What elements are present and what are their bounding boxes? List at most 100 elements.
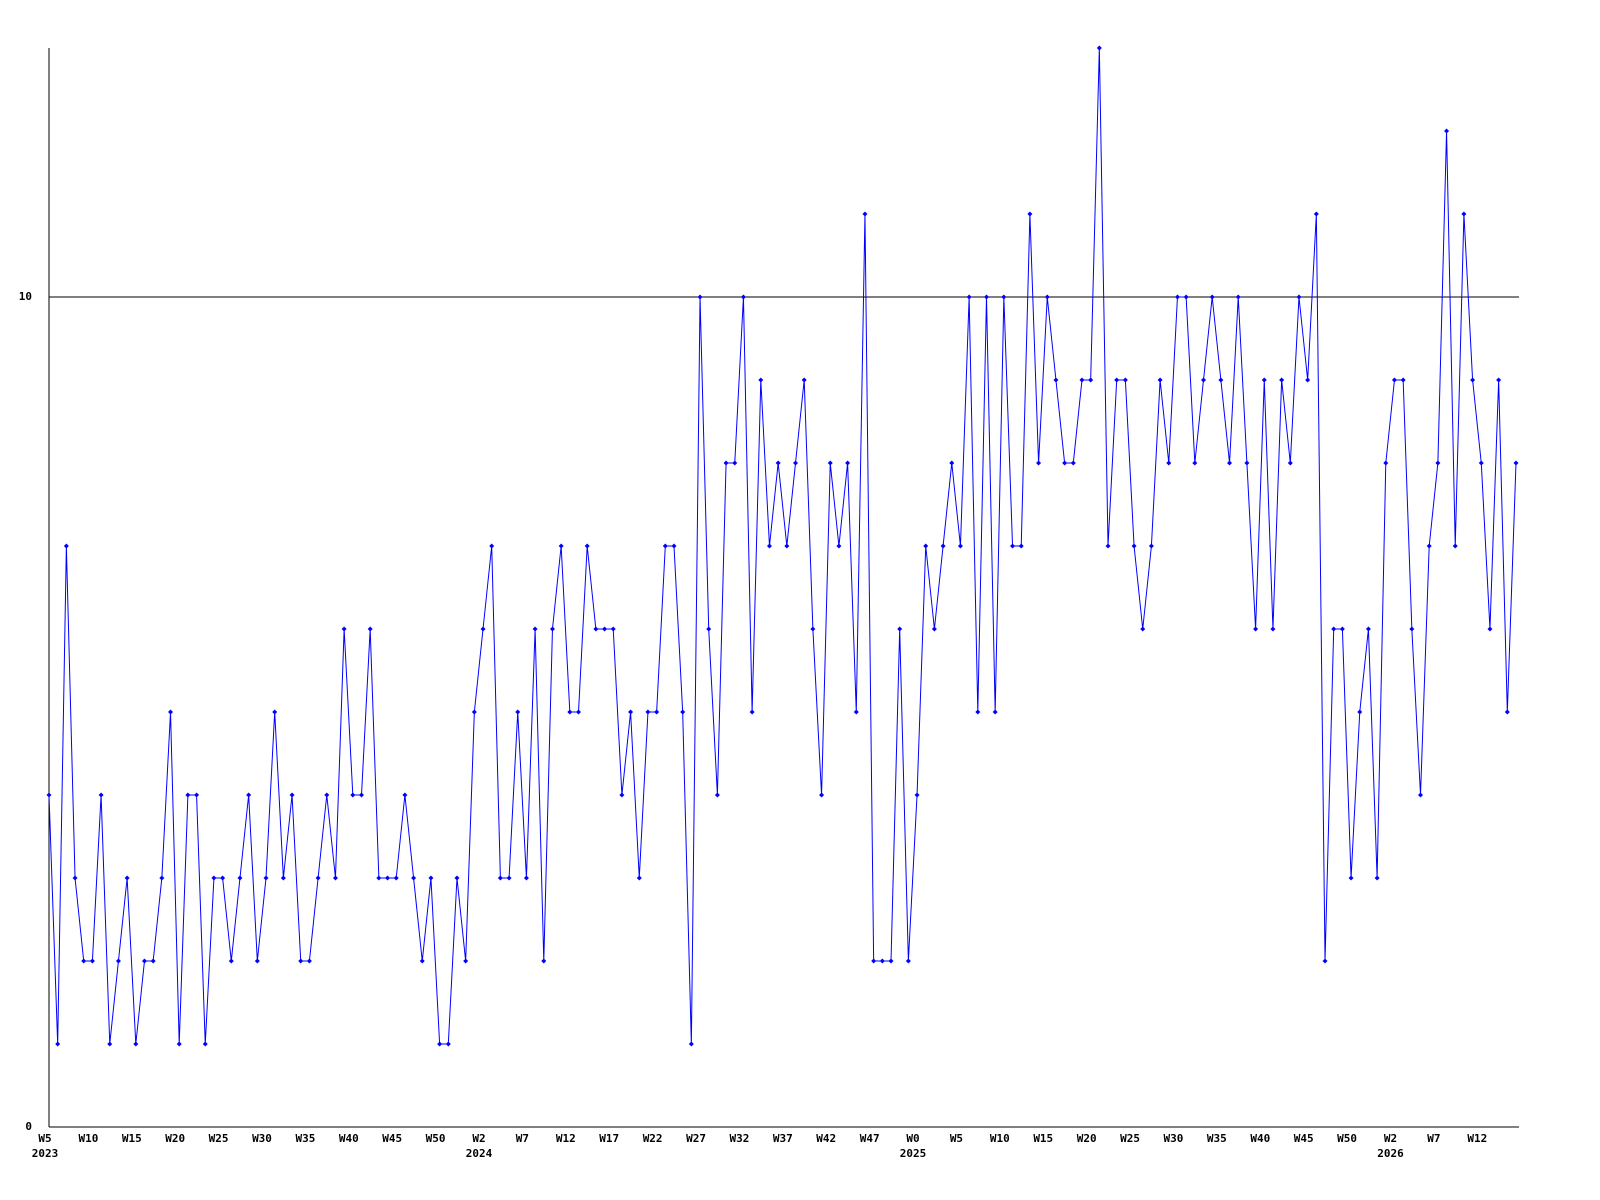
- x-tick-label: W45: [1294, 1132, 1314, 1145]
- data-point: [723, 460, 729, 466]
- data-point: [1131, 543, 1137, 549]
- data-point: [602, 626, 608, 632]
- data-point: [402, 792, 408, 798]
- data-point: [845, 460, 851, 466]
- data-point: [280, 875, 286, 881]
- data-point: [246, 792, 252, 798]
- x-tick-label: W5: [950, 1132, 963, 1145]
- data-point: [124, 875, 130, 881]
- x-tick-label: W20: [1077, 1132, 1097, 1145]
- data-point: [862, 211, 868, 217]
- x-tick-label: W7: [516, 1132, 529, 1145]
- data-point: [1253, 626, 1259, 632]
- data-point: [211, 875, 217, 881]
- data-point: [706, 626, 712, 632]
- data-point: [315, 875, 321, 881]
- data-point: [1209, 294, 1215, 300]
- data-point: [836, 543, 842, 549]
- data-point: [532, 626, 538, 632]
- data-point: [202, 1041, 208, 1047]
- data-point: [1374, 875, 1380, 881]
- data-point: [1235, 294, 1241, 300]
- data-point: [671, 543, 677, 549]
- x-tick-label: W17: [599, 1132, 619, 1145]
- x-tick-label: W45: [382, 1132, 402, 1145]
- x-tick-label: W7: [1427, 1132, 1440, 1145]
- data-point: [480, 626, 486, 632]
- data-point: [1157, 377, 1163, 383]
- data-point: [732, 460, 738, 466]
- data-point: [1053, 377, 1059, 383]
- data-point: [254, 958, 260, 964]
- data-point: [1418, 792, 1424, 798]
- data-point: [871, 958, 877, 964]
- data-point: [98, 792, 104, 798]
- data-point: [541, 958, 547, 964]
- data-point: [853, 709, 859, 715]
- data-point: [714, 792, 720, 798]
- data-point: [636, 875, 642, 881]
- data-point: [1444, 128, 1450, 134]
- data-point: [897, 626, 903, 632]
- data-point: [46, 792, 52, 798]
- data-point: [905, 958, 911, 964]
- data-point: [576, 709, 582, 715]
- data-point: [1062, 460, 1068, 466]
- data-point: [1513, 460, 1519, 466]
- x-tick-label: W30: [1164, 1132, 1184, 1145]
- data-point: [1174, 294, 1180, 300]
- data-point: [775, 460, 781, 466]
- x-tick-label: W20: [165, 1132, 185, 1145]
- data-point: [1114, 377, 1120, 383]
- data-point: [1201, 377, 1207, 383]
- data-point: [1400, 377, 1406, 383]
- data-point: [454, 875, 460, 881]
- x-tick-label: W10: [78, 1132, 98, 1145]
- data-point: [419, 958, 425, 964]
- data-point: [185, 792, 191, 798]
- data-point: [1313, 211, 1319, 217]
- data-point: [1070, 460, 1076, 466]
- data-point: [471, 709, 477, 715]
- data-point: [1305, 377, 1311, 383]
- x-year-label: 2026: [1377, 1147, 1404, 1160]
- data-point: [1391, 377, 1397, 383]
- data-point: [150, 958, 156, 964]
- data-point: [1079, 377, 1085, 383]
- x-tick-label: W40: [1250, 1132, 1270, 1145]
- data-point: [558, 543, 564, 549]
- data-point: [940, 543, 946, 549]
- data-point: [1409, 626, 1415, 632]
- data-point: [489, 543, 495, 549]
- data-point: [445, 1041, 451, 1047]
- data-point: [1435, 460, 1441, 466]
- data-point: [619, 792, 625, 798]
- data-point: [523, 875, 529, 881]
- data-point: [411, 875, 417, 881]
- data-point: [272, 709, 278, 715]
- x-tick-label: W22: [643, 1132, 663, 1145]
- x-tick-label: W25: [1120, 1132, 1140, 1145]
- data-point: [168, 709, 174, 715]
- data-point: [1296, 294, 1302, 300]
- x-year-label: 2024: [466, 1147, 493, 1160]
- data-point: [1322, 958, 1328, 964]
- x-tick-label: W40: [339, 1132, 359, 1145]
- data-point: [697, 294, 703, 300]
- data-point: [662, 543, 668, 549]
- data-point: [1287, 460, 1293, 466]
- data-point: [593, 626, 599, 632]
- data-point: [888, 958, 894, 964]
- data-point: [983, 294, 989, 300]
- data-point: [654, 709, 660, 715]
- data-point: [1148, 543, 1154, 549]
- data-point: [680, 709, 686, 715]
- data-point: [463, 958, 469, 964]
- data-point: [810, 626, 816, 632]
- x-tick-label: W50: [1337, 1132, 1357, 1145]
- data-point: [72, 875, 78, 881]
- data-point: [194, 792, 200, 798]
- data-point: [1478, 460, 1484, 466]
- data-line: [48, 47, 1517, 1045]
